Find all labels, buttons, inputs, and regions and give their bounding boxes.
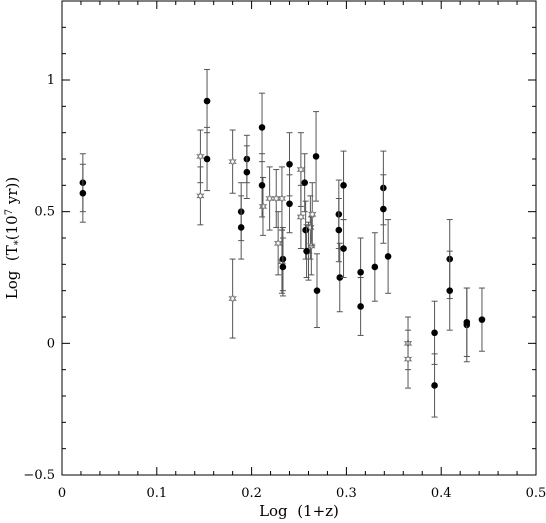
x-tick-labels: 0 0.1 0.2 0.3 0.4 0.5 (58, 486, 546, 501)
y-axis-label-post: yr)) (3, 177, 21, 209)
data-point-star (272, 193, 281, 204)
data-point-circle (357, 303, 364, 310)
data-point-circle (336, 274, 344, 281)
data-point-star (228, 293, 237, 304)
data-point-circle (203, 97, 211, 105)
data-point-star (308, 209, 317, 220)
data-point-circle (384, 253, 392, 260)
data-point-circle (313, 287, 321, 294)
data-point-circle (301, 179, 308, 186)
data-point-circle (340, 245, 347, 252)
data-point-circle (340, 182, 347, 189)
data-point-circle (380, 205, 387, 213)
data-point-circle (286, 160, 293, 168)
data-point-circle (303, 247, 310, 255)
data-point-star (296, 164, 306, 175)
data-point-circle (203, 155, 211, 163)
x-tick-label: 0.5 (526, 486, 546, 501)
data-point-star (296, 212, 306, 222)
data-point-star (265, 193, 274, 204)
y-tick-labels: −0.5 0 0.5 1 (23, 73, 55, 483)
data-point-circle (431, 382, 438, 389)
data-point-star (258, 201, 268, 212)
data-point-star (196, 191, 205, 201)
data-point-star (306, 222, 315, 233)
x-tick-label: 0.3 (336, 486, 357, 501)
data-point-circle (258, 124, 266, 131)
data-point-circle (302, 226, 309, 234)
y-tick-label: 0.5 (34, 205, 55, 220)
data-point-circle (371, 263, 379, 271)
y-tick-label: −0.5 (23, 468, 55, 483)
data-point-circle (286, 200, 293, 208)
x-tick-label: 0.2 (241, 486, 262, 501)
data-point-circle (431, 329, 438, 337)
x-tick-label: 0.1 (146, 486, 167, 501)
data-point-circle (79, 189, 87, 197)
data-points (79, 68, 486, 418)
y-axis-label-sup: 7 (4, 209, 15, 215)
x-tick-label: 0.4 (431, 486, 452, 501)
data-point-circle (335, 226, 343, 234)
y-axis-label-pre: Log (T (3, 245, 21, 299)
y-axis-label-mid: (10 (3, 215, 21, 240)
data-point-circle (446, 287, 454, 294)
data-point-circle (463, 318, 471, 326)
data-point-circle (357, 268, 364, 276)
data-point-circle (243, 168, 251, 176)
data-point-star (277, 193, 287, 204)
data-point-circle (312, 153, 320, 160)
data-point-star (228, 156, 237, 167)
x-tick-label: 0 (58, 486, 66, 501)
data-point-circle (478, 316, 486, 323)
data-point-circle (279, 263, 287, 271)
y-tick-label: 1 (47, 73, 55, 88)
data-point-circle (237, 224, 245, 231)
data-point-star (403, 354, 413, 364)
y-tick-label: 0 (47, 336, 55, 351)
plot-frame (61, 0, 537, 476)
y-axis-label-sub: * (13, 240, 24, 245)
data-point-star (273, 238, 283, 249)
axis-ticks (61, 0, 537, 476)
x-axis-label: Log (1+z) (259, 502, 339, 520)
y-axis-label: Log (T*(107 yr)) (3, 177, 24, 299)
data-point-circle (258, 182, 266, 189)
data-point-star (196, 151, 205, 162)
